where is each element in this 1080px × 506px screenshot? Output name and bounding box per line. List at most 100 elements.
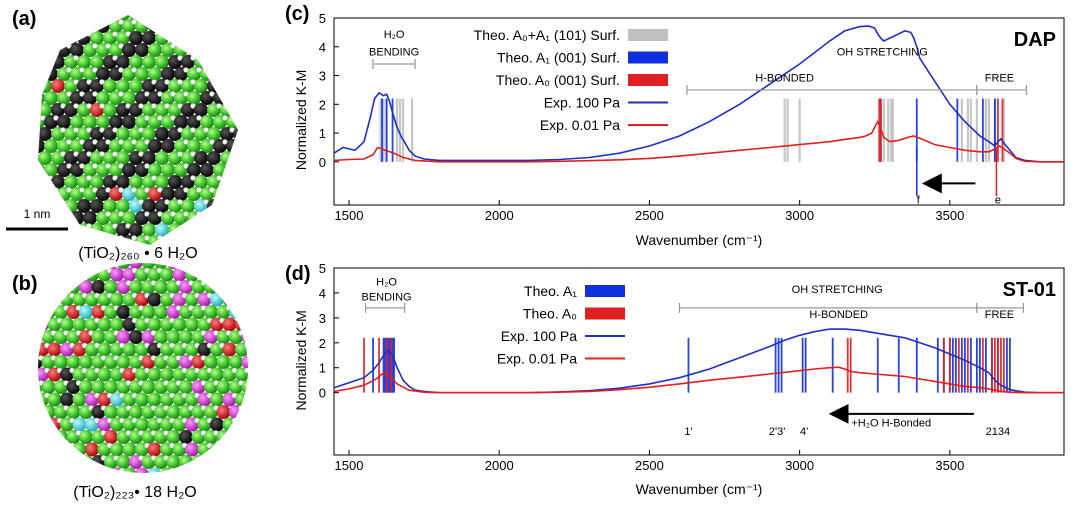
atom-sphere: [179, 430, 193, 444]
x-tick-label: 1500: [335, 458, 364, 473]
x-tick-label: 2500: [635, 208, 664, 223]
atom-sphere: [197, 467, 212, 473]
atom-sphere: [226, 163, 238, 177]
atom-sphere: [247, 292, 248, 307]
annotation-label: BENDING: [369, 46, 419, 58]
x-axis-label: Wavenumber (cm⁻¹): [636, 481, 763, 497]
atom-sphere: [38, 187, 45, 201]
atom-sphere: [174, 43, 188, 57]
atom-sphere: [66, 355, 81, 369]
y-axis-label: Normalized K-M: [293, 310, 309, 410]
atom-sphere: [129, 79, 143, 93]
hydrogen-atom: [94, 467, 100, 473]
hydrogen-atom: [206, 467, 213, 473]
atom-sphere: [41, 380, 56, 394]
atom-sphere: [122, 163, 136, 177]
legend-swatch: [628, 51, 668, 64]
atom-sphere: [38, 79, 39, 93]
hydrogen-atom: [38, 79, 40, 85]
atom-sphere: [247, 367, 248, 382]
hydrogen-atom: [53, 43, 59, 49]
atom-sphere: [220, 103, 234, 117]
hydrogen-atom: [229, 175, 235, 181]
atom-sphere: [91, 280, 106, 294]
atom-sphere: [54, 280, 68, 294]
y-tick-label: 1: [319, 361, 326, 376]
atom-sphere: [85, 442, 99, 457]
hydrogen-atom: [235, 211, 238, 217]
atom-sphere: [57, 211, 71, 225]
atom-sphere: [122, 342, 137, 357]
atom-sphere: [226, 211, 238, 225]
hydrogen-atom: [47, 55, 53, 61]
atom-sphere: [41, 280, 56, 294]
atom-sphere: [64, 199, 78, 213]
hydrogen-atom: [44, 292, 50, 299]
atom-sphere: [79, 380, 93, 394]
hydrogen-atom: [56, 442, 63, 449]
atom-sphere: [239, 67, 253, 81]
atom-sphere: [207, 127, 221, 141]
atom-sphere: [79, 280, 93, 294]
atom-sphere: [44, 67, 58, 81]
atom-sphere: [79, 305, 93, 319]
atom-sphere: [222, 317, 237, 332]
y-tick-label: 2: [319, 336, 326, 351]
atom-sphere: [235, 267, 248, 282]
atom-sphere: [90, 55, 104, 69]
atom-sphere: [54, 455, 68, 469]
atom-sphere: [90, 175, 104, 189]
atom-sphere: [220, 223, 234, 237]
atom-sphere: [60, 267, 74, 282]
atom-sphere: [247, 467, 248, 473]
atom-sphere: [185, 442, 199, 457]
y-tick-label: 5: [319, 261, 326, 276]
atom-sphere: [185, 317, 199, 332]
nanoparticle-a-image: [38, 8, 254, 245]
atom-sphere: [210, 467, 224, 473]
atom-sphere: [200, 211, 214, 225]
atom-sphere: [135, 467, 149, 473]
hydrogen-atom: [53, 211, 59, 217]
y-tick-label: 3: [319, 311, 326, 326]
hydrogen-atom: [222, 235, 228, 241]
atom-sphere: [72, 317, 87, 332]
atom-sphere: [85, 467, 99, 473]
atom-sphere: [60, 467, 74, 473]
hydrogen-atom: [238, 405, 244, 411]
atom-sphere: [226, 235, 238, 245]
hydrogen-atom: [69, 442, 75, 449]
atom-sphere: [247, 317, 248, 332]
atom-sphere: [210, 367, 224, 382]
atom-sphere: [160, 267, 174, 282]
legend-label: Exp. 100 Pa: [544, 95, 620, 111]
hydrogen-atom: [244, 342, 248, 349]
hydrogen-atom: [191, 8, 196, 13]
atom-sphere: [38, 15, 52, 21]
hydrogen-atom: [105, 235, 111, 241]
hydrogen-atom: [235, 67, 238, 73]
atom-sphere: [239, 187, 253, 201]
atom-sphere: [216, 263, 231, 269]
atom-sphere: [122, 211, 136, 225]
atom-sphere: [226, 187, 238, 201]
atom-sphere: [116, 127, 130, 141]
atom-sphere: [44, 19, 58, 33]
hydrogen-atom: [243, 152, 248, 157]
atom-sphere: [79, 455, 93, 469]
atom-sphere: [222, 267, 237, 282]
hydrogen-atom: [38, 175, 40, 181]
atom-sphere: [160, 367, 174, 382]
atom-sphere: [38, 91, 45, 105]
hydrogen-atom: [222, 67, 228, 73]
hydrogen-atom: [216, 199, 222, 205]
atom-sphere: [179, 330, 193, 344]
atom-sphere: [241, 455, 248, 469]
hydrogen-atom: [249, 164, 254, 169]
atom-sphere: [47, 267, 62, 282]
atom-sphere: [155, 175, 169, 189]
atom-sphere: [90, 223, 104, 237]
hydrogen-atom: [38, 430, 44, 436]
atom-sphere: [155, 151, 169, 165]
